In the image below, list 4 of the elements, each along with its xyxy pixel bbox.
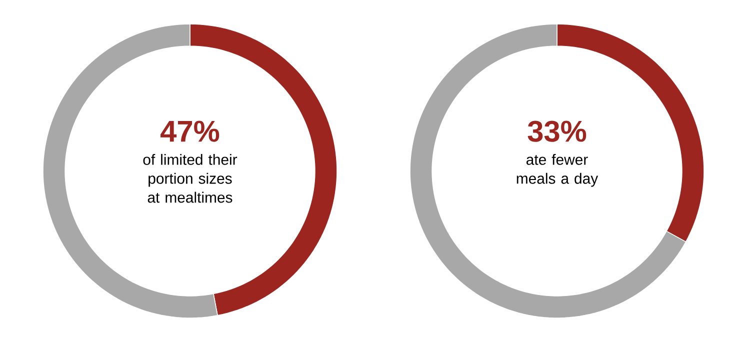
data-label: 33% xyxy=(528,120,586,142)
data-label: 47% xyxy=(160,120,220,142)
text: of limited their portion sizes at mealtimes xyxy=(143,154,238,203)
text: ate fewer meals a day xyxy=(516,154,598,187)
